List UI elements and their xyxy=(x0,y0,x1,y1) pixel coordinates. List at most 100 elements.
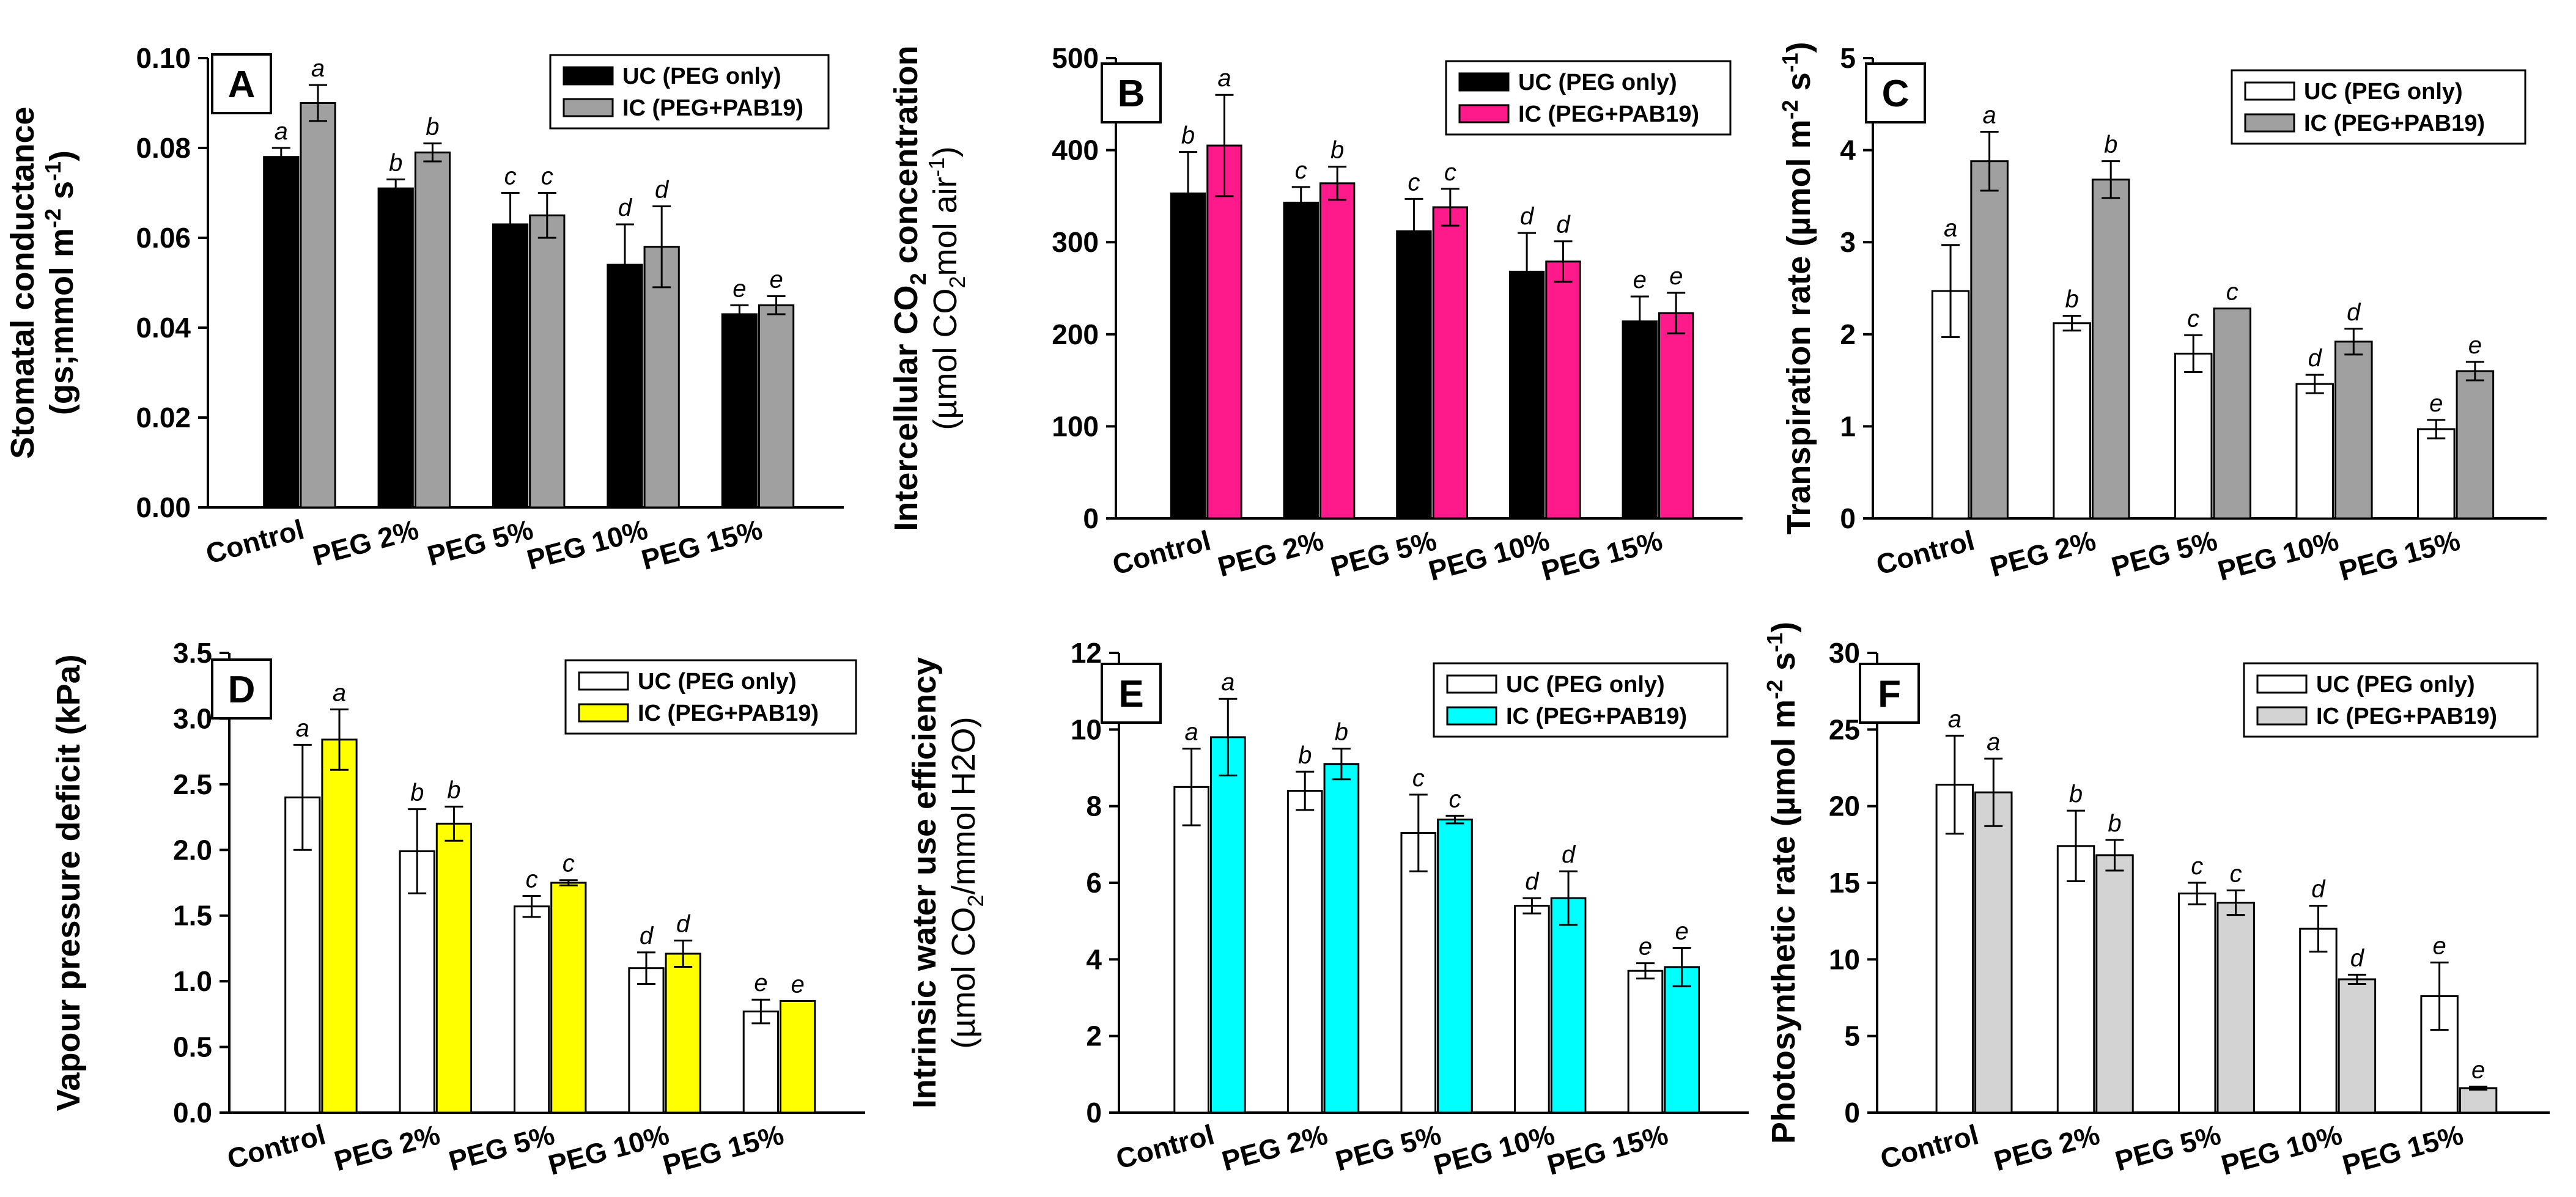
y-tick-label: 0 xyxy=(1083,503,1099,534)
significance-letter: c xyxy=(2230,861,2242,888)
x-tick-label: PEG 10% xyxy=(1425,524,1553,587)
legend-label: UC (PEG only) xyxy=(1506,672,1665,698)
y-tick-label: 0 xyxy=(1840,503,1856,534)
significance-letter: a xyxy=(1221,669,1234,696)
y-tick-label: 400 xyxy=(1052,134,1099,166)
bar-D-s0-c3 xyxy=(628,967,665,1114)
panel-letter: C xyxy=(1882,73,1910,115)
significance-letter: b xyxy=(1335,719,1348,746)
bar-C-s0-c1 xyxy=(2053,322,2091,520)
panel-letter-box xyxy=(1865,62,1926,123)
legend-label: IC (PEG+PAB19) xyxy=(2316,704,2497,729)
x-tick-label: PEG 2% xyxy=(331,1118,443,1177)
significance-letter: a xyxy=(1983,101,1996,128)
bar-F-s1-c1 xyxy=(2095,854,2134,1114)
y-tick-label: 0.06 xyxy=(136,222,191,254)
significance-letter: e xyxy=(1633,267,1647,293)
x-tick-label: PEG 10% xyxy=(2218,1118,2345,1181)
legend-label: UC (PEG only) xyxy=(2304,79,2463,105)
bar-A-s1-c0 xyxy=(300,102,336,509)
legend-swatch xyxy=(1458,72,1510,92)
significance-letter: b xyxy=(1298,742,1312,768)
x-tick-label: PEG 15% xyxy=(1538,524,1666,587)
x-tick-label: PEG 5% xyxy=(1327,524,1440,583)
x-tick-label: PEG 15% xyxy=(2336,524,2463,587)
bar-B-s1-c3 xyxy=(1545,260,1581,520)
panel-letter: F xyxy=(1878,673,1901,715)
x-tick-label: PEG 10% xyxy=(2215,524,2342,587)
legend-label: UC (PEG only) xyxy=(622,64,781,89)
legend-swatch xyxy=(2256,674,2308,694)
bar-E-s1-c3 xyxy=(1550,897,1587,1114)
y-tick-label: 3.5 xyxy=(173,637,212,669)
panel-B: 0 100 200 300 400 500 Intercellular CO2 concen… xyxy=(888,42,1743,587)
significance-letter: c xyxy=(1408,169,1420,196)
bar-A-s0-c4 xyxy=(721,313,758,509)
y-tick-label: 5 xyxy=(1844,1020,1860,1052)
y-tick-label: 3.0 xyxy=(173,702,212,734)
significance-letter: a xyxy=(1948,705,1962,732)
significance-letter: e xyxy=(769,267,783,293)
y-tick-label: 3 xyxy=(1840,226,1856,258)
significance-letter: a xyxy=(296,715,309,742)
y-tick-label: 0.04 xyxy=(136,312,191,344)
bar-E-s0-c4 xyxy=(1627,970,1664,1114)
legend-label: IC (PEG+PAB19) xyxy=(2304,111,2485,136)
bar-F-s1-c0 xyxy=(1974,791,2013,1114)
bar-F-s1-c4 xyxy=(2459,1087,2498,1114)
legend-label: IC (PEG+PAB19) xyxy=(622,95,803,121)
y-tick-label: 2 xyxy=(1840,319,1856,350)
bar-A-s1-c1 xyxy=(414,151,451,509)
significance-letter: b xyxy=(2108,810,2121,837)
x-tick-label: PEG 5% xyxy=(2112,1118,2224,1177)
panel-D: 0.0 0.5 1.0 1.5 2.0 2.5 3.0 3.5 Vapour pressure … xyxy=(50,637,865,1181)
legend-swatch xyxy=(578,671,629,691)
y-tick-label: 20 xyxy=(1829,790,1860,822)
legend-swatch xyxy=(1458,104,1510,123)
bar-B-s0-c0 xyxy=(1170,192,1206,520)
y-tick-label: 1 xyxy=(1840,410,1856,442)
y-tick-label: 4 xyxy=(1086,943,1102,975)
bar-E-s1-c0 xyxy=(1209,736,1246,1114)
y-tick-label: 6 xyxy=(1086,867,1102,899)
x-tick-label: PEG 5% xyxy=(424,513,536,572)
y-axis-label: Intercellular CO2 concentration(µmol CO2… xyxy=(888,45,970,531)
significance-letter: a xyxy=(1944,215,1957,242)
y-axis-label: Vapour pressure deficit (kPa) xyxy=(50,654,87,1111)
legend-label: UC (PEG only) xyxy=(2316,672,2475,698)
x-tick-label: PEG 15% xyxy=(2339,1118,2467,1181)
significance-letter: d xyxy=(2308,345,2323,372)
significance-letter: d xyxy=(2311,876,2326,903)
panel-letter-box xyxy=(1859,663,1920,724)
panel-C: 0 1 2 3 4 5 Transpiration rate (µmol m-2 s-1) a… xyxy=(1777,42,2547,587)
bar-B-s1-c2 xyxy=(1432,206,1469,520)
significance-letter: a xyxy=(275,118,288,145)
significance-letter: b xyxy=(447,776,460,803)
legend-swatch xyxy=(2256,706,2308,726)
y-axis-label: Stomatal conductance(gs;mmol m-2 s-1) xyxy=(4,106,80,459)
y-tick-label: 25 xyxy=(1829,713,1860,745)
significance-letter: e xyxy=(2429,390,2443,417)
y-tick-label: 0 xyxy=(1086,1097,1102,1129)
x-tick-label: PEG 10% xyxy=(523,513,651,576)
significance-letter: a xyxy=(311,55,325,82)
x-tick-label: PEG 2% xyxy=(309,513,422,572)
y-tick-label: 0.10 xyxy=(136,42,191,74)
y-tick-label: 0.00 xyxy=(136,492,191,523)
legend-label: UC (PEG only) xyxy=(638,669,797,694)
bar-A-s0-c1 xyxy=(377,187,414,509)
x-tick-label: PEG 10% xyxy=(545,1118,673,1181)
x-tick-label: PEG 5% xyxy=(1332,1118,1444,1177)
bar-D-s0-c1 xyxy=(399,850,435,1114)
x-tick-label: Control xyxy=(224,1118,328,1175)
significance-letter: c xyxy=(1295,157,1307,184)
y-axis-label: Photosynthetic rate (µmol m-2 s-1) xyxy=(1762,622,1802,1144)
significance-letter: b xyxy=(426,114,439,141)
significance-letter: a xyxy=(1987,729,2000,756)
bar-A-s0-c2 xyxy=(492,223,529,509)
x-tick-label: Control xyxy=(1109,524,1214,581)
significance-letter: c xyxy=(504,163,517,190)
bar-E-s1-c4 xyxy=(1664,966,1700,1114)
legend-label: UC (PEG only) xyxy=(1518,70,1677,95)
y-tick-label: 8 xyxy=(1086,790,1102,822)
